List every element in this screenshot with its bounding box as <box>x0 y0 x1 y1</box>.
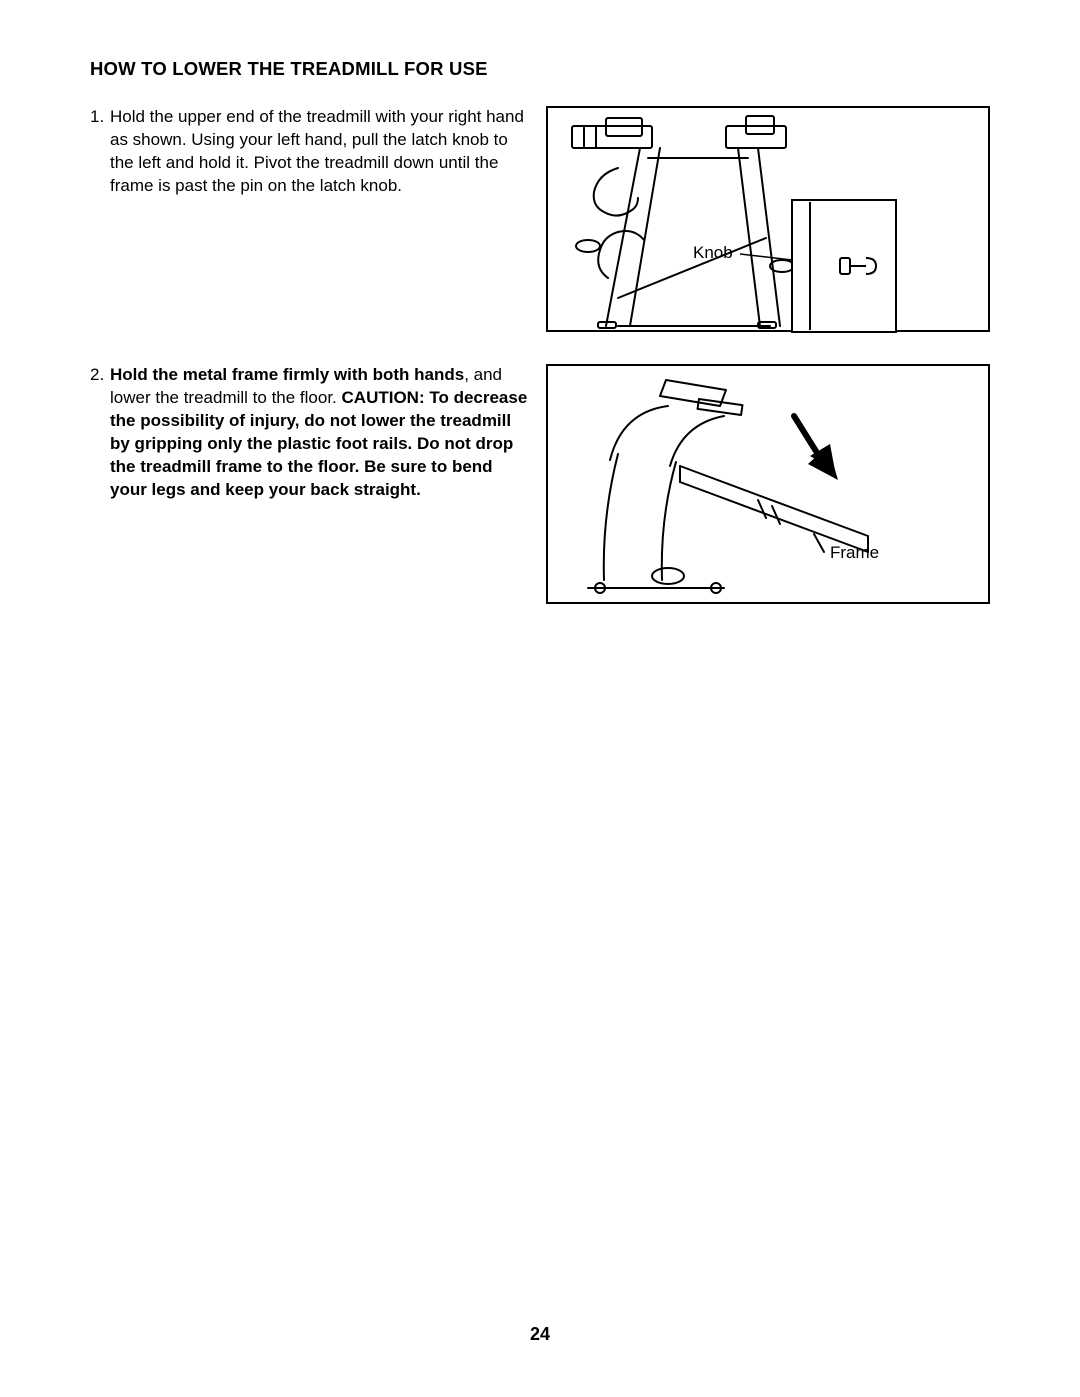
treadmill-folded-icon: Knob <box>548 108 898 334</box>
figure-1: Knob <box>546 106 990 332</box>
step-2-bold-lead: Hold the metal frame firmly with both ha… <box>110 365 464 384</box>
step-2-row: 2. Hold the metal frame firmly with both… <box>90 364 990 604</box>
figure-2: Frame <box>546 364 990 604</box>
page-number: 24 <box>0 1324 1080 1345</box>
step-2-text: 2. Hold the metal frame firmly with both… <box>90 364 528 502</box>
frame-label: Frame <box>830 543 879 562</box>
step-1-body: Hold the upper end of the treadmill with… <box>110 106 528 198</box>
step-1-text: 1. Hold the upper end of the treadmill w… <box>90 106 528 198</box>
section-heading: HOW TO LOWER THE TREADMILL FOR USE <box>90 58 990 80</box>
knob-label: Knob <box>693 243 733 262</box>
treadmill-lowering-icon: Frame <box>548 366 896 606</box>
step-2-body: Hold the metal frame firmly with both ha… <box>110 364 528 502</box>
step-2-number: 2. <box>90 364 110 387</box>
step-1-number: 1. <box>90 106 110 129</box>
step-1-row: 1. Hold the upper end of the treadmill w… <box>90 106 990 332</box>
manual-page: HOW TO LOWER THE TREADMILL FOR USE 1. Ho… <box>0 0 1080 1397</box>
